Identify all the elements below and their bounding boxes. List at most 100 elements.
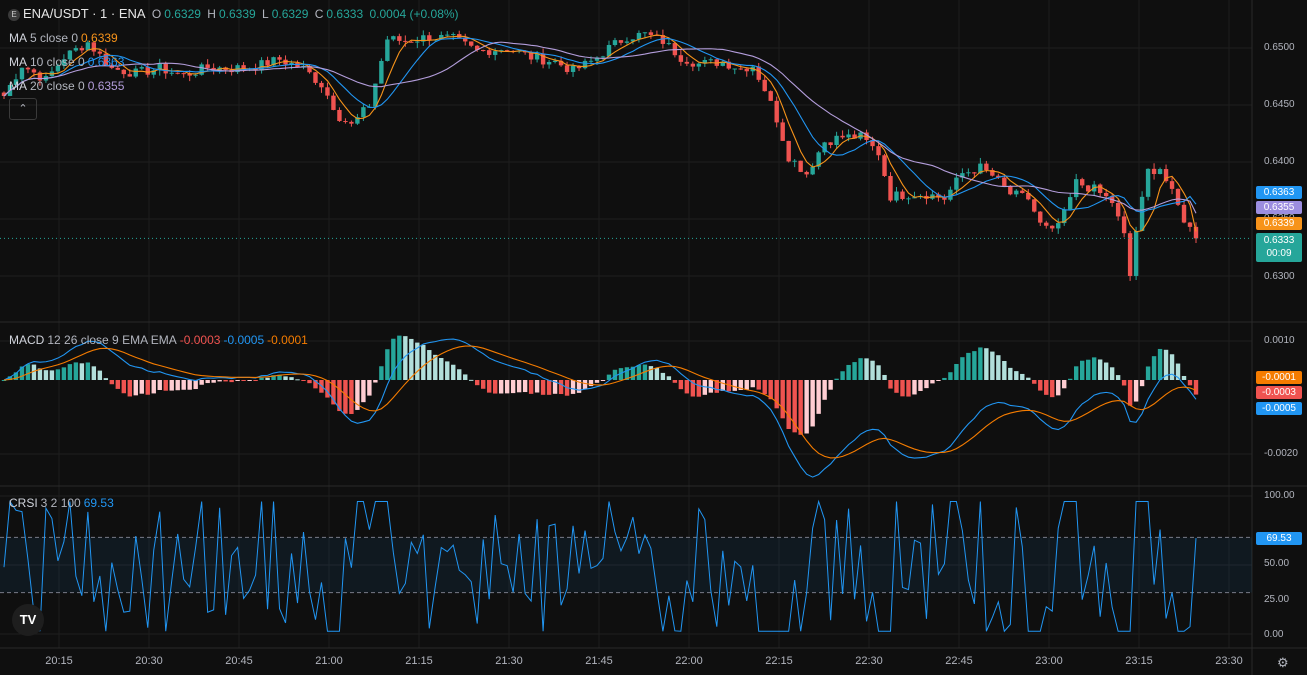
macd-histogram-bar xyxy=(954,363,959,380)
macd-histogram-bar xyxy=(990,351,995,380)
macd-label: MACD xyxy=(9,333,45,347)
macd-histogram-bar xyxy=(600,380,606,381)
candle xyxy=(540,53,546,65)
tradingview-logo-icon[interactable]: TV xyxy=(12,604,44,636)
candle xyxy=(259,60,264,71)
macd-line-badge: -0.0005 xyxy=(1256,402,1302,415)
macd-histogram-bar xyxy=(139,380,144,394)
candle xyxy=(960,173,965,178)
ma10-legend[interactable]: MA 10 close 0 0.6363 xyxy=(9,55,127,69)
candle xyxy=(373,83,378,107)
collapse-legend-button[interactable]: ⌃ xyxy=(9,98,37,120)
macd-histogram-bar xyxy=(534,380,540,393)
candle xyxy=(558,60,564,66)
candle xyxy=(990,170,995,176)
macd-histogram-bar xyxy=(960,357,965,380)
candle xyxy=(91,42,97,52)
candle xyxy=(648,32,654,35)
high-label: H xyxy=(207,7,216,21)
candle xyxy=(684,61,690,64)
candle xyxy=(690,63,696,67)
macd-histogram-bar xyxy=(253,380,258,381)
candle xyxy=(870,140,875,147)
macd-histogram-bar xyxy=(1157,348,1163,380)
macd-signal-value: -0.0001 xyxy=(267,333,308,347)
macd-histogram-bar xyxy=(834,378,839,380)
ma5-price-badge: 0.6339 xyxy=(1256,217,1302,230)
candle xyxy=(696,63,702,67)
candle xyxy=(630,39,636,42)
macd-histogram-bar xyxy=(1074,366,1079,380)
macd-histogram-bar xyxy=(1014,371,1019,380)
macd-histogram-bar xyxy=(618,368,624,380)
candle xyxy=(552,60,558,62)
macd-histogram-bar xyxy=(510,380,516,394)
macd-histogram-bar xyxy=(1062,380,1067,389)
macd-histogram-bar xyxy=(624,367,630,380)
candle xyxy=(1145,168,1151,197)
macd-histogram-bar xyxy=(630,366,636,380)
ma5-legend[interactable]: MA 5 close 0 0.6339 xyxy=(9,31,121,45)
candle xyxy=(1056,223,1061,229)
time-tick: 22:00 xyxy=(675,655,703,667)
macd-histogram-bar xyxy=(13,372,19,380)
candle xyxy=(391,36,396,40)
macd-histogram-bar xyxy=(828,380,833,390)
candle xyxy=(852,134,857,139)
macd-histogram-bar xyxy=(864,358,869,380)
candle xyxy=(133,68,138,77)
macd-histogram-bar xyxy=(1050,380,1055,398)
candle xyxy=(31,69,37,73)
candle xyxy=(606,44,612,57)
macd-legend[interactable]: MACD 12 26 close 9 EMA EMA -0.0003 -0.0005-… xyxy=(9,333,311,347)
macd-histogram-bar xyxy=(966,352,971,380)
low-label: L xyxy=(262,7,269,21)
macd-histogram-bar xyxy=(157,380,162,391)
ma20-label: MA xyxy=(9,79,27,93)
candle xyxy=(451,34,456,36)
crsi-legend[interactable]: CRSI 3 2 100 69.53 xyxy=(9,496,117,510)
macd-histogram-bar xyxy=(403,336,408,380)
close-value: 0.6333 xyxy=(326,7,364,21)
macd-histogram-bar xyxy=(235,380,240,381)
symbol-title[interactable]: ENA/USDT · 1 · ENA xyxy=(23,6,146,21)
candle xyxy=(594,57,600,61)
time-tick: 22:45 xyxy=(945,655,973,667)
macd-histogram-bar xyxy=(175,380,180,391)
ma20-price-badge: 0.6355 xyxy=(1256,201,1302,214)
candle xyxy=(73,48,79,51)
candle xyxy=(439,35,444,40)
candle xyxy=(355,117,360,124)
macd-histogram-bar xyxy=(996,355,1001,380)
candle xyxy=(343,121,348,123)
ma20-legend[interactable]: MA 20 close 0 0.6355 xyxy=(9,79,127,93)
macd-histogram-bar xyxy=(61,367,67,380)
macd-histogram-bar xyxy=(486,380,492,393)
candle xyxy=(361,107,366,118)
macd-histogram-bar xyxy=(1044,380,1049,395)
candle xyxy=(403,40,408,42)
candle xyxy=(798,160,803,172)
macd-histogram-bar xyxy=(301,380,306,381)
gear-icon[interactable]: ⚙ xyxy=(1277,655,1289,670)
crsi-value-badge: 69.53 xyxy=(1256,532,1302,545)
candle xyxy=(151,70,156,75)
macd-histogram-bar xyxy=(133,380,138,396)
macd-histogram-bar xyxy=(516,380,522,393)
macd-histogram-bar xyxy=(205,380,210,384)
candle xyxy=(1079,179,1085,186)
macd-histogram-bar xyxy=(1103,362,1109,380)
time-tick: 21:30 xyxy=(495,655,523,667)
candle xyxy=(193,74,198,76)
candle xyxy=(954,177,959,190)
ma10-params: 10 close 0 xyxy=(30,55,85,69)
candle xyxy=(498,50,504,52)
macd-histogram-bar xyxy=(475,380,480,386)
macd-histogram-bar xyxy=(774,380,779,409)
candle xyxy=(199,64,204,75)
macd-histogram-bar xyxy=(67,364,73,380)
macd-histogram-bar xyxy=(31,364,37,380)
candle xyxy=(1187,222,1193,227)
macd-histogram-bar xyxy=(924,380,929,389)
